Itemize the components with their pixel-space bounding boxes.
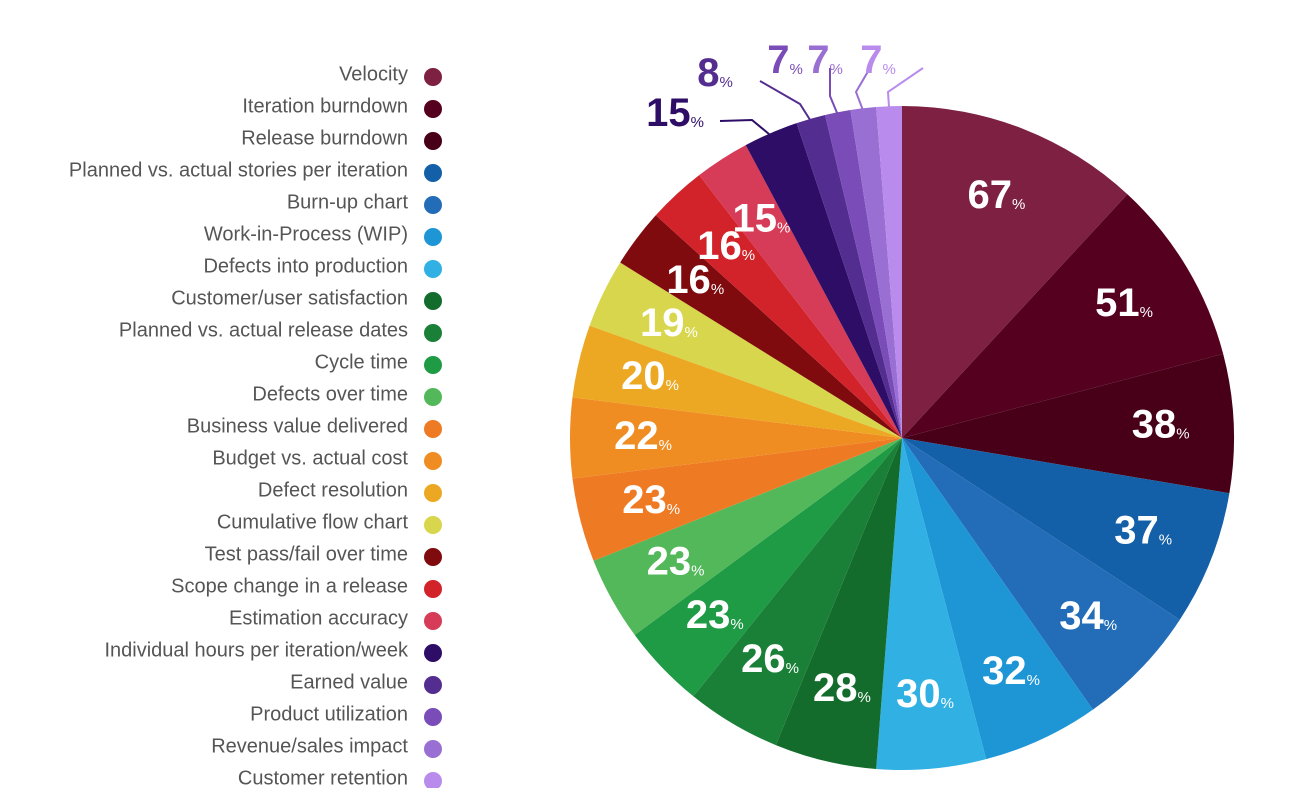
pie-slice — [593, 438, 902, 635]
value-label: 15% — [733, 196, 791, 240]
leader-line — [886, 67, 924, 111]
legend-label: Revenue/sales impact — [211, 735, 408, 757]
pie-slice — [850, 107, 902, 439]
value-label: 38% — [1132, 402, 1190, 446]
legend-label: Cycle time — [315, 351, 408, 373]
legend-label: Planned vs. actual release dates — [119, 319, 408, 341]
pie-slice — [902, 106, 1128, 438]
pie-slice — [902, 353, 1234, 494]
pie-slice — [570, 397, 902, 479]
legend-label: Defect resolution — [258, 479, 408, 501]
value-label: 28% — [813, 665, 871, 709]
legend-label: Defects over time — [252, 383, 408, 405]
value-label: 67% — [967, 172, 1025, 216]
legend-label: Test pass/fail over time — [205, 543, 408, 565]
value-label: 15% — [646, 91, 704, 135]
legend-swatch — [424, 132, 442, 150]
pie-slice — [796, 115, 902, 438]
legend-swatch — [424, 484, 442, 502]
legend-label: Customer/user satisfaction — [171, 287, 408, 309]
legend-swatch — [424, 548, 442, 566]
pie-slice — [634, 438, 902, 697]
pie-slice — [775, 438, 902, 769]
legend-label: Product utilization — [250, 703, 408, 725]
legend-label: Budget vs. actual cost — [212, 447, 408, 469]
leader-line — [719, 118, 773, 138]
legend-swatch — [424, 420, 442, 438]
legend-label: Cumulative flow chart — [217, 511, 409, 533]
legend-swatch — [424, 228, 442, 246]
value-label: 16% — [666, 258, 724, 302]
legend-swatch — [424, 452, 442, 470]
value-label: 34% — [1059, 594, 1117, 638]
value-label: 23% — [647, 539, 705, 583]
legend-label: Earned value — [290, 671, 408, 693]
pie-slice — [693, 438, 902, 746]
value-label: 20% — [621, 354, 679, 398]
legend-swatch — [424, 356, 442, 374]
pie-slice — [902, 438, 1230, 620]
pie-slice — [876, 106, 902, 438]
legend-swatch — [424, 388, 442, 406]
legend-swatch — [424, 644, 442, 662]
legend-swatch — [424, 292, 442, 310]
legend-label: Work-in-Process (WIP) — [204, 223, 408, 245]
legend-swatch — [424, 516, 442, 534]
value-label: 7% — [860, 38, 896, 82]
legend-swatch — [424, 164, 442, 182]
legend-label: Velocity — [339, 63, 408, 85]
value-label: 7% — [767, 38, 803, 82]
legend-swatch — [424, 612, 442, 630]
legend-swatch — [424, 772, 442, 788]
value-label: 22% — [614, 414, 672, 458]
leader-line — [759, 80, 813, 124]
value-label: 16% — [697, 223, 755, 267]
pie-slice — [589, 262, 902, 438]
pie-slice — [876, 438, 987, 770]
legend-label: Business value delivered — [187, 415, 408, 437]
value-label: 8% — [697, 51, 733, 95]
legend-label: Iteration burndown — [242, 95, 408, 117]
legend-swatch — [424, 708, 442, 726]
legend-label: Defects into production — [203, 255, 408, 277]
legend-label: Customer retention — [238, 767, 408, 788]
legend-swatch — [424, 196, 442, 214]
value-label: 26% — [741, 636, 799, 680]
pie-slice — [572, 325, 902, 438]
value-label: 7% — [807, 38, 843, 82]
legend-swatch — [424, 68, 442, 86]
value-label: 32% — [982, 648, 1040, 692]
legend-label: Burn-up chart — [287, 191, 409, 213]
legend-label: Estimation accuracy — [229, 607, 408, 629]
value-label: 37% — [1114, 508, 1172, 552]
value-label: 51% — [1095, 280, 1153, 324]
pie-slice — [699, 145, 902, 438]
leader-line — [829, 68, 840, 117]
pie-slice — [825, 110, 902, 438]
pie-slice — [902, 438, 1180, 710]
legend-swatch — [424, 740, 442, 758]
legend-swatch — [424, 676, 442, 694]
legend-label: Individual hours per iteration/week — [104, 639, 409, 661]
pie-slice — [902, 194, 1224, 438]
legend-label: Release burndown — [241, 127, 408, 149]
pie-slice — [902, 438, 1093, 760]
legend-swatch — [424, 580, 442, 598]
pie-slice — [620, 215, 902, 438]
pie-slice — [745, 123, 902, 438]
value-label: 23% — [622, 478, 680, 522]
legend-swatch — [424, 260, 442, 278]
pie-slice — [572, 438, 902, 561]
value-label: 19% — [640, 301, 698, 345]
legend-label: Scope change in a release — [171, 575, 408, 597]
legend-label: Planned vs. actual stories per iteration — [69, 159, 408, 181]
value-label: 23% — [686, 593, 744, 637]
leader-line — [854, 67, 871, 113]
value-label: 30% — [896, 671, 954, 715]
legend-swatch — [424, 100, 442, 118]
legend-swatch — [424, 324, 442, 342]
pie-slice — [655, 175, 902, 439]
